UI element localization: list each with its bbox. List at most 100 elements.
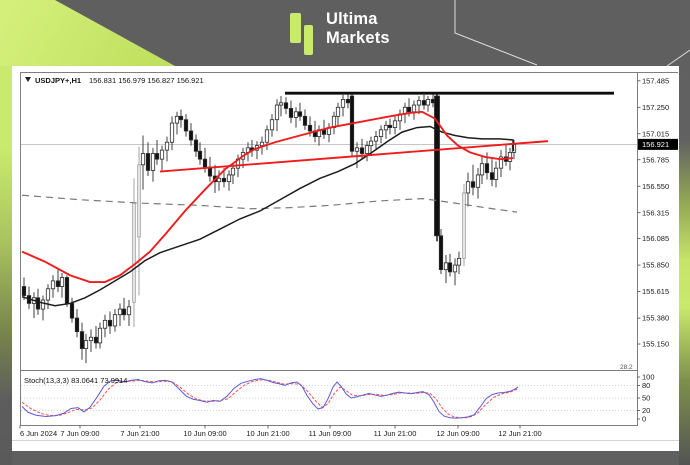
candle-body — [368, 140, 374, 147]
candle-body — [64, 277, 70, 304]
candle-body — [498, 156, 504, 169]
time-axis-label: 11 Jun 09:00 — [309, 429, 352, 438]
candle-body — [97, 327, 103, 344]
candle-body — [465, 181, 471, 194]
symbol-dropdown-icon[interactable] — [25, 77, 31, 82]
time-axis-label: 10 Jun 09:00 — [183, 429, 226, 438]
stoch-axis-label: 100 — [642, 373, 655, 382]
candle-body — [117, 308, 123, 316]
candle-body — [425, 99, 431, 106]
candle-body — [421, 100, 427, 106]
candle-body — [307, 124, 313, 132]
candle-body — [88, 336, 94, 342]
candle-body — [269, 119, 275, 131]
left-accent-strip — [0, 0, 12, 465]
stoch-axis-label: 20 — [642, 406, 650, 415]
time-axis-label: 7 Jun 21:00 — [120, 429, 159, 438]
stoch-main-line — [21, 378, 519, 419]
clipped-scale-label: 28.2 — [620, 364, 633, 371]
candle-body — [69, 303, 75, 319]
price-axis-label: 156.315 — [642, 208, 669, 217]
ma-red-line — [21, 110, 514, 283]
candle-body — [178, 115, 184, 121]
ohlc-values-label: 156.831 156.979 156.827 156.921 — [89, 76, 204, 85]
current-price-badge-text: 156.921 — [642, 140, 669, 149]
symbol-timeframe-label: USDJPY+,H1 — [35, 76, 81, 85]
time-axis-label: 6 Jun 2024 — [20, 429, 57, 438]
candle-body — [154, 153, 160, 160]
candle-body — [230, 167, 236, 176]
price-axis-label: 157.485 — [642, 76, 669, 85]
candle-body — [21, 286, 27, 296]
candle-body — [121, 308, 127, 316]
candle-body — [456, 257, 462, 266]
logo-line-2: Markets — [326, 29, 390, 47]
candle-body — [55, 280, 61, 287]
candle-body — [411, 104, 417, 113]
logo-line-1: Ultima — [326, 10, 378, 28]
candle-body — [345, 99, 351, 104]
candle-body — [274, 104, 280, 121]
candle-body — [378, 129, 384, 138]
logo-text: Ultima Markets — [326, 10, 390, 48]
candle-body — [452, 264, 458, 273]
price-axis-label: 156.785 — [642, 155, 669, 164]
candle-body — [359, 147, 365, 154]
ultima-markets-logo: Ultima Markets — [288, 10, 390, 56]
time-axis: 6 Jun 2024 7 Jun 09:00 7 Jun 21:00 10 Jun 0… — [19, 425, 542, 438]
stoch-indicator-label: Stoch(13,3,3) 83.0641 73.9914 — [24, 376, 127, 385]
candle-body — [202, 158, 208, 168]
candle-body — [475, 174, 481, 188]
candle-body — [226, 174, 232, 183]
candle-body — [507, 151, 513, 162]
candle-body — [438, 235, 444, 271]
logo-bars-icon — [288, 10, 318, 56]
price-axis-label: 155.150 — [642, 340, 669, 349]
candle-body — [484, 163, 490, 174]
stoch-axis-label: 80 — [642, 381, 650, 390]
candle-body — [35, 297, 41, 310]
candle-body — [107, 319, 113, 327]
candle-body — [145, 153, 151, 171]
candle-body — [137, 164, 141, 238]
candle-body — [416, 100, 422, 106]
chart-panels[interactable] — [12, 72, 679, 441]
candle-body — [188, 130, 194, 141]
candle-body — [321, 129, 327, 135]
red-trendline[interactable] — [159, 140, 549, 173]
candle-body — [443, 262, 449, 271]
price-axis-label: 155.615 — [642, 287, 669, 296]
candle-body — [174, 115, 180, 124]
chart-title-row: USDJPY+,H1 156.831 156.979 156.827 156.92… — [25, 76, 204, 85]
time-axis-label: 12 Jun 09:00 — [436, 429, 479, 438]
candle-body — [126, 306, 132, 316]
candle-body — [169, 122, 175, 143]
ma-black-line — [21, 125, 515, 307]
candle-body — [50, 280, 56, 290]
candle-body — [493, 167, 499, 180]
candle-body — [297, 111, 303, 117]
price-axis-label: 156.085 — [642, 234, 669, 243]
candle-body — [447, 262, 453, 273]
candle-body — [59, 277, 65, 287]
candle-body — [302, 115, 308, 126]
candle-body — [159, 149, 165, 160]
candle-body — [74, 317, 80, 333]
candle-body — [221, 177, 227, 183]
candle-body — [283, 102, 289, 109]
price-axis-label: 157.250 — [642, 103, 669, 112]
main-chart-panel[interactable] — [20, 72, 638, 371]
candle-body — [79, 331, 85, 349]
candle-body — [354, 147, 360, 152]
candle-body — [164, 141, 170, 151]
candle-body — [150, 153, 156, 171]
candle-body — [479, 163, 485, 176]
time-axis-label: 12 Jun 21:00 — [498, 429, 541, 438]
candle-body — [93, 336, 99, 344]
candle-body — [193, 139, 199, 152]
candle-body — [364, 145, 370, 154]
candle-body — [264, 129, 270, 143]
stoch-axis-label: 50 — [642, 394, 650, 403]
price-axis: 157.485 157.250 157.015 156.785 156.550 156.3… — [620, 76, 678, 371]
